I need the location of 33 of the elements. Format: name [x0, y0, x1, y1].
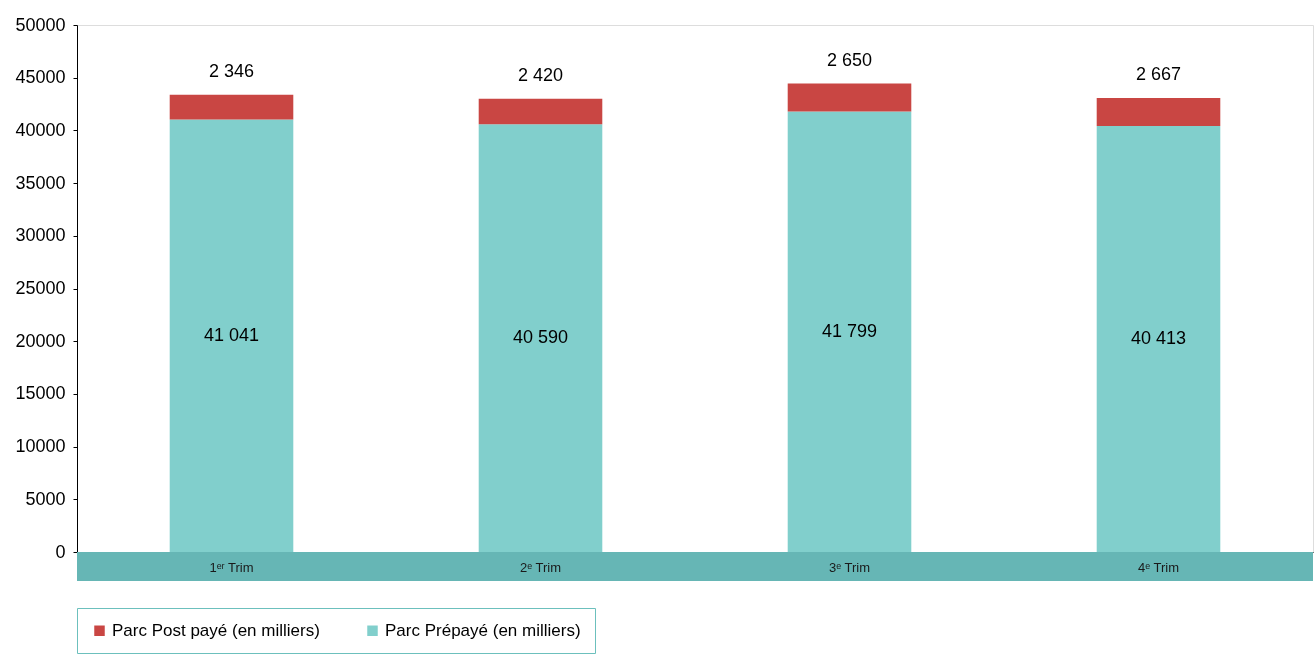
y-tick-label: 30000 — [15, 225, 66, 246]
data-label: 40 590 — [512, 327, 569, 348]
y-tick-label: 10000 — [15, 436, 66, 457]
y-tick-label: 35000 — [15, 172, 66, 193]
y-tick-label: 50000 — [15, 14, 66, 35]
x-tick-label: 1ᵉʳ Trim — [209, 559, 254, 575]
bar — [787, 83, 912, 112]
y-tick-label: 20000 — [15, 330, 66, 351]
data-label: 2 346 — [208, 60, 255, 81]
bar — [787, 111, 912, 552]
bar — [478, 124, 603, 552]
data-label: 2 420 — [517, 64, 564, 85]
bar — [1096, 126, 1221, 552]
y-tick-label: 25000 — [15, 278, 66, 298]
y-tick-label: 15000 — [15, 383, 66, 404]
x-tick-label: 3ᵉ Trim — [829, 559, 870, 575]
y-tick-label: 45000 — [15, 67, 66, 88]
data-label: 40 413 — [1130, 328, 1187, 349]
x-tick-label: 4ᵉ Trim — [1138, 559, 1179, 575]
y-tick-label: 5000 — [25, 488, 66, 509]
y-tick-label: 0 — [55, 541, 66, 562]
x-tick-label: 2ᵉ Trim — [520, 559, 561, 575]
bar — [478, 98, 603, 125]
data-label: 2 667 — [1135, 63, 1182, 84]
bar — [169, 119, 294, 552]
data-label: 41 041 — [203, 324, 260, 345]
data-label: 41 799 — [821, 320, 878, 341]
bar — [169, 94, 294, 120]
data-label: 2 650 — [826, 49, 873, 70]
y-tick-label: 40000 — [15, 119, 66, 140]
legend-label: Parc Post payé (en milliers) — [112, 620, 320, 640]
bar — [1096, 97, 1221, 127]
legend-label: Parc Prépayé (en milliers) — [385, 620, 581, 640]
